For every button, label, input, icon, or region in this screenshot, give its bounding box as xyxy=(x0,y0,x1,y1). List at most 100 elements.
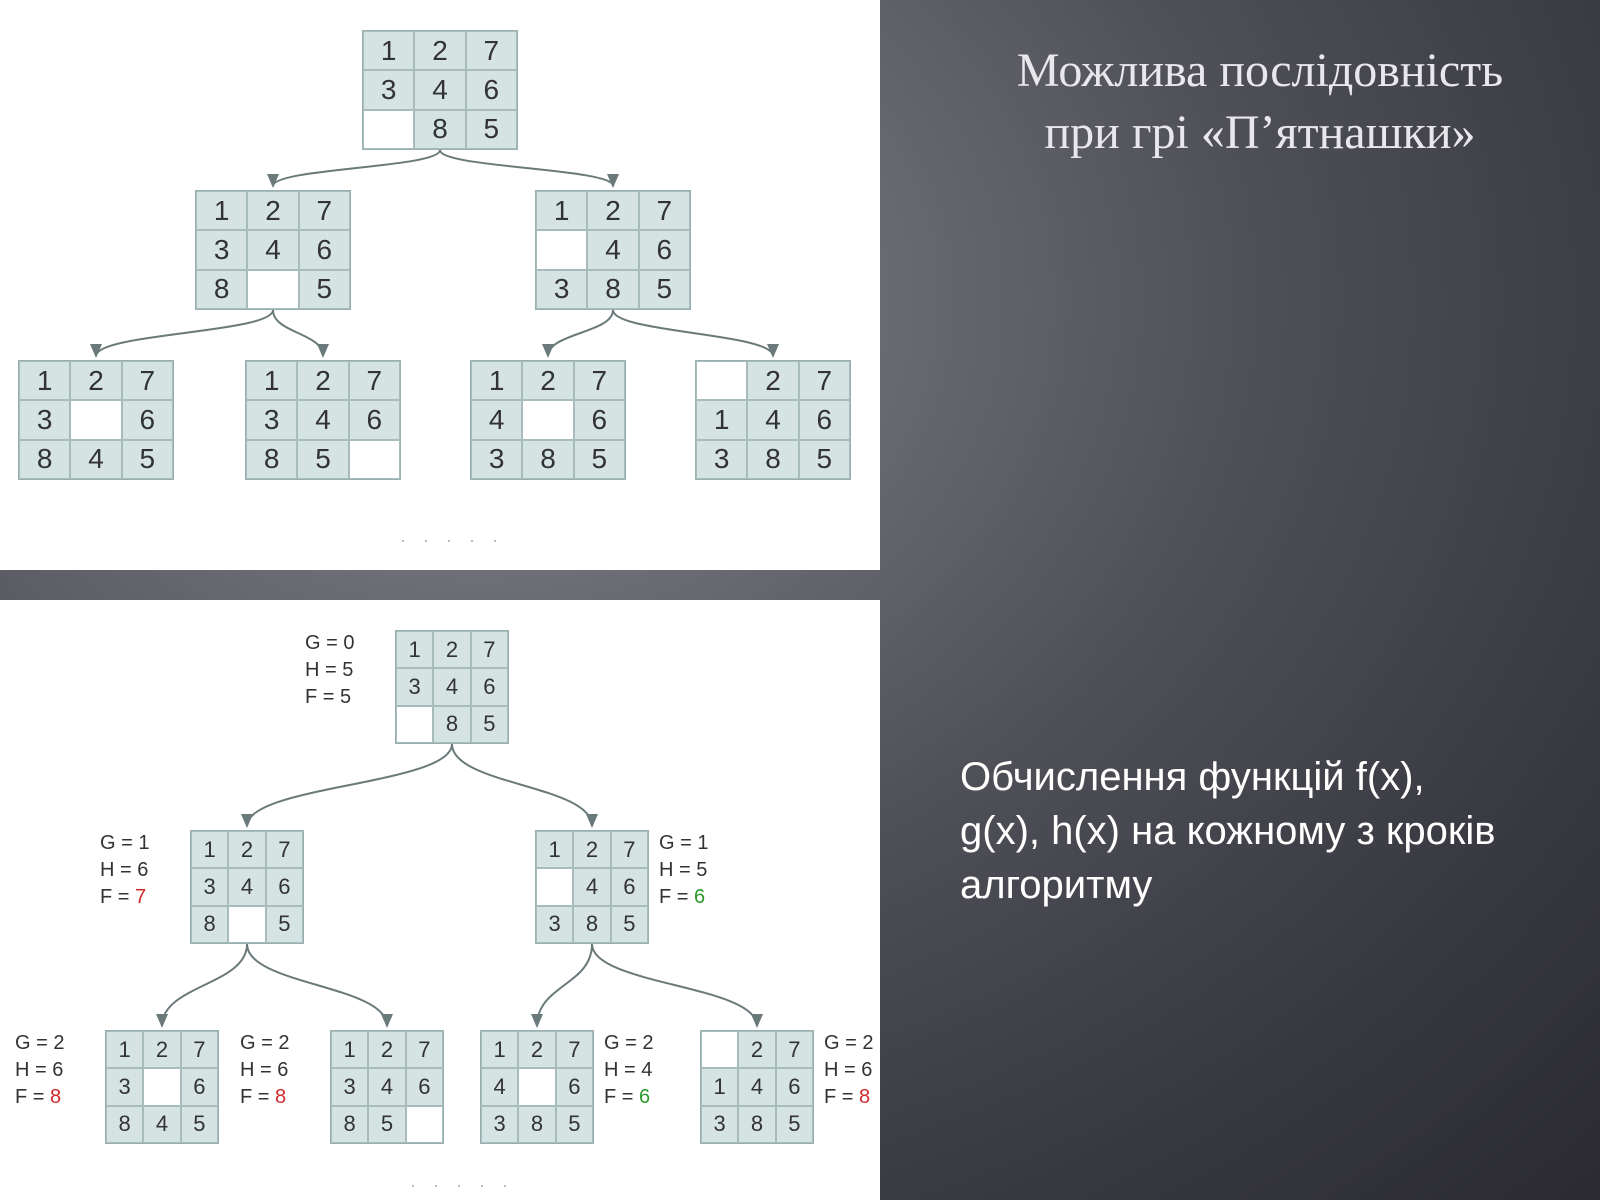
puzzle-cell: 3 xyxy=(19,400,70,439)
tree-node: 12734685 xyxy=(195,190,351,310)
puzzle-cell: 5 xyxy=(471,706,508,743)
puzzle-cell: 3 xyxy=(396,668,433,705)
puzzle-cell: 7 xyxy=(299,191,350,230)
puzzle-cell: 2 xyxy=(414,31,465,70)
puzzle-cell: 7 xyxy=(181,1031,218,1068)
puzzle-cell: 3 xyxy=(106,1068,143,1105)
puzzle-cell: 2 xyxy=(368,1031,405,1068)
blank-cell xyxy=(70,400,121,439)
puzzle-grid: 12746385 xyxy=(535,190,691,310)
puzzle-cell: 4 xyxy=(368,1068,405,1105)
node-labels: G = 0H = 5F = 5 xyxy=(305,630,354,711)
blank-cell xyxy=(363,110,414,149)
puzzle-cell: 6 xyxy=(406,1068,443,1105)
puzzle-cell: 1 xyxy=(696,400,747,439)
puzzle-cell: 3 xyxy=(196,230,247,269)
puzzle-cell: 7 xyxy=(122,361,173,400)
puzzle-cell: 6 xyxy=(349,400,400,439)
puzzle-cell: 6 xyxy=(639,230,690,269)
puzzle-cell: 2 xyxy=(143,1031,180,1068)
puzzle-cell: 2 xyxy=(738,1031,775,1068)
tree-node: 12734685 xyxy=(330,1030,444,1144)
puzzle-cell: 7 xyxy=(574,361,625,400)
node-labels: G = 1H = 6F = 7 xyxy=(100,830,149,911)
puzzle-grid: 27146385 xyxy=(700,1030,814,1144)
blank-cell xyxy=(536,230,587,269)
puzzle-cell: 6 xyxy=(611,868,648,905)
puzzle-cell: 4 xyxy=(481,1068,518,1105)
puzzle-cell: 2 xyxy=(522,361,573,400)
puzzle-cell: 5 xyxy=(368,1106,405,1143)
puzzle-grid: 12736845 xyxy=(18,360,174,480)
node-labels: G = 2H = 6F = 8 xyxy=(824,1030,873,1111)
puzzle-cell: 2 xyxy=(247,191,298,230)
puzzle-cell: 1 xyxy=(19,361,70,400)
puzzle-cell: 7 xyxy=(639,191,690,230)
puzzle-cell: 7 xyxy=(349,361,400,400)
puzzle-cell: 8 xyxy=(587,270,638,309)
blank-cell xyxy=(696,361,747,400)
puzzle-grid: 27146385 xyxy=(695,360,851,480)
tree-node: 27146385 xyxy=(700,1030,814,1144)
puzzle-cell: 6 xyxy=(299,230,350,269)
puzzle-cell: 5 xyxy=(299,270,350,309)
puzzle-cell: 1 xyxy=(396,631,433,668)
puzzle-grid: 12734685 xyxy=(330,1030,444,1144)
puzzle-cell: 5 xyxy=(611,906,648,943)
puzzle-cell: 8 xyxy=(518,1106,555,1143)
puzzle-cell: 4 xyxy=(297,400,348,439)
blank-cell xyxy=(247,270,298,309)
puzzle-cell: 4 xyxy=(587,230,638,269)
puzzle-cell: 4 xyxy=(471,400,522,439)
tree-node: 12746385 xyxy=(535,190,691,310)
puzzle-cell: 3 xyxy=(471,440,522,479)
puzzle-cell: 4 xyxy=(70,440,121,479)
puzzle-cell: 7 xyxy=(406,1031,443,1068)
puzzle-cell: 1 xyxy=(481,1031,518,1068)
tree-node: 12734685 xyxy=(395,630,509,744)
puzzle-grid: 12734685 xyxy=(245,360,401,480)
puzzle-cell: 8 xyxy=(573,906,610,943)
puzzle-cell: 1 xyxy=(196,191,247,230)
puzzle-cell: 8 xyxy=(747,440,798,479)
blank-cell xyxy=(396,706,433,743)
puzzle-cell: 1 xyxy=(701,1068,738,1105)
puzzle-cell: 3 xyxy=(536,270,587,309)
puzzle-cell: 8 xyxy=(246,440,297,479)
puzzle-cell: 8 xyxy=(522,440,573,479)
puzzle-grid: 12734685 xyxy=(395,630,509,744)
puzzle-cell: 2 xyxy=(518,1031,555,1068)
puzzle-cell: 8 xyxy=(19,440,70,479)
puzzle-cell: 3 xyxy=(481,1106,518,1143)
blank-cell xyxy=(536,868,573,905)
puzzle-cell: 3 xyxy=(363,70,414,109)
puzzle-cell: 3 xyxy=(191,868,228,905)
puzzle-cell: 5 xyxy=(639,270,690,309)
puzzle-cell: 4 xyxy=(228,868,265,905)
node-labels: G = 2H = 6F = 8 xyxy=(240,1030,289,1111)
tree-node: 12736845 xyxy=(105,1030,219,1144)
puzzle-grid: 12736845 xyxy=(105,1030,219,1144)
tree-node: 12746385 xyxy=(535,830,649,944)
puzzle-cell: 5 xyxy=(122,440,173,479)
puzzle-cell: 6 xyxy=(466,70,517,109)
puzzle-cell: 1 xyxy=(536,831,573,868)
puzzle-cell: 5 xyxy=(181,1106,218,1143)
puzzle-cell: 3 xyxy=(331,1068,368,1105)
puzzle-cell: 5 xyxy=(799,440,850,479)
puzzle-cell: 7 xyxy=(556,1031,593,1068)
puzzle-cell: 7 xyxy=(466,31,517,70)
blank-cell xyxy=(143,1068,180,1105)
puzzle-cell: 6 xyxy=(776,1068,813,1105)
tree-node: 12746385 xyxy=(480,1030,594,1144)
puzzle-cell: 7 xyxy=(611,831,648,868)
puzzle-cell: 8 xyxy=(331,1106,368,1143)
puzzle-cell: 7 xyxy=(799,361,850,400)
blank-cell xyxy=(701,1031,738,1068)
puzzle-cell: 4 xyxy=(414,70,465,109)
puzzle-cell: 8 xyxy=(414,110,465,149)
puzzle-grid: 12734685 xyxy=(190,830,304,944)
tree-node: 27146385 xyxy=(695,360,851,480)
puzzle-cell: 6 xyxy=(799,400,850,439)
puzzle-cell: 5 xyxy=(574,440,625,479)
